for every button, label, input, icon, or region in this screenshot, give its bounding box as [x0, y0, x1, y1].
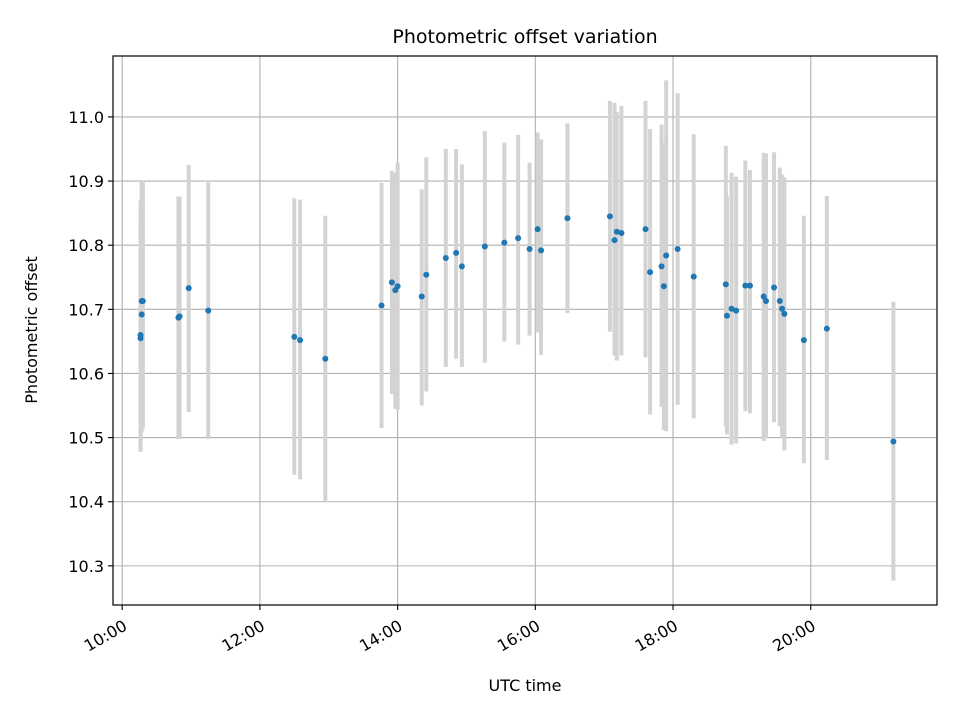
data-point: [722, 281, 729, 288]
data-point: [690, 273, 697, 280]
data-point: [823, 325, 830, 332]
data-point: [515, 235, 522, 242]
y-tick-label: 10.8: [68, 236, 104, 255]
data-point: [618, 230, 625, 237]
data-point: [322, 355, 329, 362]
plot-frame: [112, 55, 938, 606]
data-point: [658, 263, 665, 270]
data-point: [728, 305, 735, 312]
data-point: [534, 226, 541, 233]
data-point: [176, 313, 183, 320]
data-point: [458, 263, 465, 270]
data-point: [613, 228, 620, 235]
data-point: [890, 438, 897, 445]
data-point: [781, 310, 788, 317]
data-point: [185, 285, 192, 292]
data-point: [418, 293, 425, 300]
data-point: [771, 284, 778, 291]
data-point: [442, 255, 449, 262]
chart-title: Photometric offset variation: [392, 26, 657, 48]
y-tick-label: 10.6: [68, 364, 104, 383]
data-point: [481, 243, 488, 250]
data-point: [800, 337, 807, 344]
data-point: [642, 226, 649, 233]
data-point: [526, 246, 533, 253]
data-point: [760, 293, 767, 300]
y-tick-label: 10.9: [68, 172, 104, 191]
data-point: [139, 297, 146, 304]
data-point: [733, 307, 740, 314]
data-point: [763, 297, 770, 304]
data-point: [606, 213, 613, 220]
data-points: [137, 213, 897, 445]
data-point: [746, 282, 753, 289]
y-tick-label: 10.5: [68, 429, 104, 448]
data-point: [647, 269, 654, 276]
data-point: [564, 215, 571, 222]
data-point: [297, 337, 304, 344]
data-point: [394, 283, 401, 290]
data-point: [779, 305, 786, 312]
data-point: [388, 279, 395, 286]
data-point: [138, 311, 145, 318]
y-tick-label: 11.0: [68, 108, 104, 127]
data-point: [378, 302, 385, 309]
data-point: [205, 307, 212, 314]
y-axis-title: Photometric offset: [22, 256, 41, 404]
y-tick-label: 10.3: [68, 557, 104, 576]
data-point: [674, 246, 681, 253]
data-point: [663, 252, 670, 259]
data-point: [723, 312, 730, 319]
data-point: [501, 239, 508, 246]
y-tick-label: 10.4: [68, 493, 104, 512]
y-tick-label: 10.7: [68, 300, 104, 319]
data-point: [423, 271, 430, 278]
x-axis-title: UTC time: [489, 676, 562, 695]
data-point: [742, 282, 749, 289]
data-point: [611, 237, 618, 244]
data-point: [660, 283, 667, 290]
data-point: [291, 333, 298, 340]
data-point: [137, 331, 144, 338]
data-point: [453, 249, 460, 256]
data-point: [538, 247, 545, 254]
data-point: [776, 297, 783, 304]
